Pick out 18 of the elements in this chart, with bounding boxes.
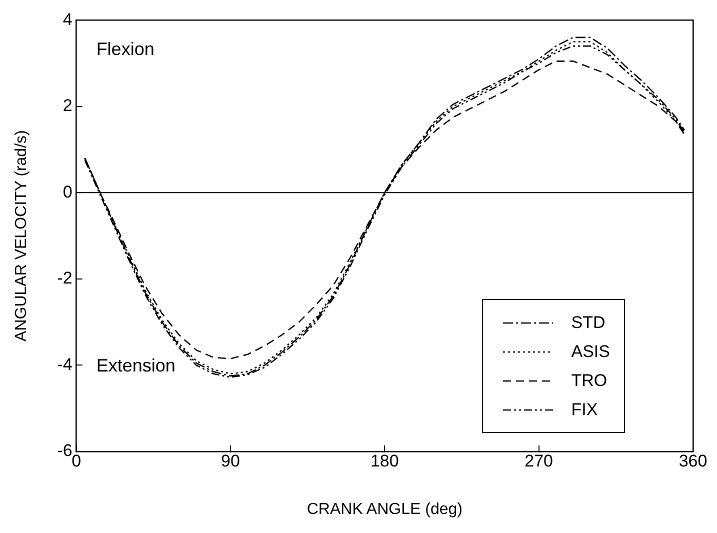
- x-tick-label: 360: [678, 451, 708, 470]
- legend-label: FIX: [571, 400, 598, 420]
- x-axis-title: CRANK ANGLE (deg): [306, 500, 462, 518]
- y-tick-label: -4: [57, 354, 72, 374]
- y-axis-title: ANGULAR VELOCITY (rad/s): [13, 130, 30, 342]
- y-tick-label: -2: [57, 268, 72, 288]
- x-tick-label: 90: [221, 451, 240, 470]
- y-tick-label: 4: [62, 10, 72, 29]
- legend-label: TRO: [571, 370, 608, 390]
- x-tick-label: 180: [370, 451, 399, 470]
- y-tick-label: -6: [57, 441, 72, 460]
- y-tick-label: 0: [62, 182, 72, 202]
- annotation: Flexion: [96, 39, 154, 60]
- annotation: Extension: [96, 355, 176, 376]
- x-tick-label: 270: [524, 451, 554, 470]
- legend-label: ASIS: [571, 342, 610, 362]
- y-tick-label: 2: [62, 96, 72, 116]
- legend-label: STD: [571, 312, 606, 332]
